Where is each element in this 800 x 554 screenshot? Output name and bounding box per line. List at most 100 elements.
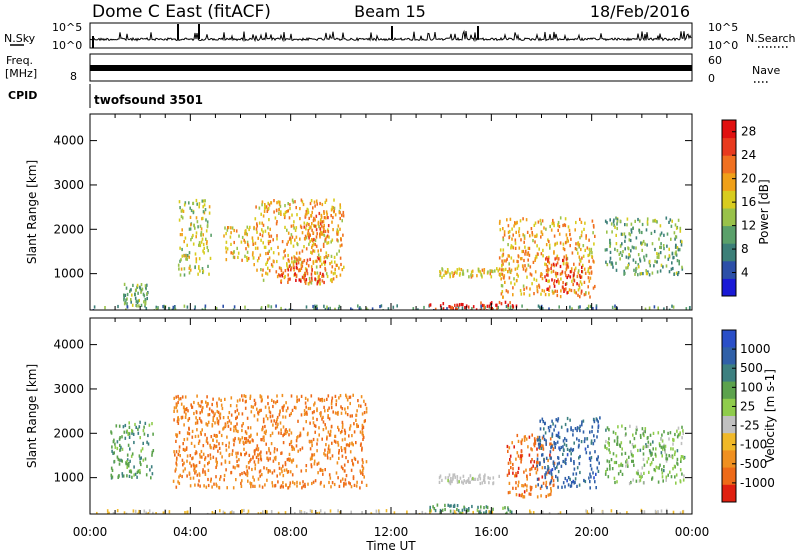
data-cell	[438, 480, 441, 484]
colorbar-tick-label: 8	[741, 242, 749, 256]
data-cell	[250, 482, 253, 486]
data-cell	[301, 249, 304, 253]
data-cell	[206, 436, 208, 440]
data-cell	[483, 475, 486, 479]
data-cell	[521, 454, 524, 458]
data-cell	[540, 252, 543, 256]
data-cell	[549, 246, 551, 250]
data-cell	[518, 493, 521, 497]
data-cell	[632, 258, 635, 262]
data-cell	[510, 244, 513, 248]
data-cell	[320, 411, 322, 415]
data-cell	[189, 484, 192, 488]
data-cell	[456, 307, 458, 310]
data-cell	[319, 509, 322, 513]
data-cell	[257, 477, 260, 481]
data-cell	[484, 305, 486, 310]
data-cell	[304, 237, 306, 241]
data-cell	[541, 272, 543, 277]
data-cell	[532, 464, 534, 468]
data-cell	[148, 509, 151, 513]
data-cell	[480, 273, 483, 277]
data-cell	[304, 279, 306, 284]
data-cell	[363, 411, 366, 415]
data-cell	[241, 258, 243, 262]
data-cell	[661, 433, 663, 437]
data-cell	[268, 218, 270, 222]
data-cell	[324, 468, 326, 472]
data-cell	[272, 259, 275, 263]
data-cell	[446, 268, 449, 272]
data-cell	[338, 396, 340, 400]
data-cell	[341, 213, 343, 217]
data-cell	[553, 221, 555, 225]
data-cell	[675, 226, 678, 230]
data-cell	[551, 475, 554, 479]
data-cell	[502, 506, 504, 510]
data-cell	[591, 430, 593, 434]
data-cell	[578, 245, 580, 249]
data-cell	[512, 486, 514, 490]
data-cell	[322, 244, 325, 248]
data-cell	[184, 448, 186, 452]
data-cell	[186, 510, 188, 514]
data-cell	[212, 438, 214, 442]
data-cell	[140, 462, 142, 467]
data-cell	[665, 264, 668, 268]
data-cell	[555, 256, 558, 260]
data-cell	[202, 452, 205, 456]
data-cell	[193, 444, 196, 448]
data-cell	[298, 278, 301, 282]
data-cell	[353, 430, 356, 434]
data-cell	[547, 279, 549, 283]
data-cell	[677, 272, 679, 277]
data-cell	[651, 271, 654, 275]
data-cell	[479, 477, 482, 481]
data-cell	[246, 240, 249, 244]
data-cell	[332, 410, 334, 414]
data-cell	[326, 274, 329, 279]
data-cell	[663, 469, 665, 473]
data-cell	[330, 254, 333, 258]
data-cell	[317, 249, 319, 253]
data-cell	[320, 414, 322, 418]
data-cell	[526, 477, 528, 481]
data-cell	[326, 437, 328, 441]
data-cell	[229, 427, 232, 431]
data-cell	[338, 451, 340, 455]
data-cell	[341, 219, 343, 223]
data-cell	[671, 304, 673, 308]
data-cell	[357, 304, 359, 308]
data-cell	[588, 279, 591, 283]
data-cell	[542, 444, 544, 448]
data-cell	[121, 472, 124, 476]
data-cell	[433, 507, 436, 511]
data-cell	[226, 486, 228, 490]
data-cell	[552, 262, 555, 266]
data-cell	[557, 485, 559, 489]
data-cell	[646, 460, 648, 464]
data-cell	[520, 441, 523, 446]
data-cell	[136, 475, 138, 479]
data-cell	[233, 511, 235, 514]
data-cell	[646, 220, 649, 224]
data-cell	[313, 307, 315, 310]
data-cell	[124, 423, 127, 428]
data-cell	[316, 232, 318, 236]
data-cell	[656, 252, 658, 256]
data-cell	[221, 442, 224, 446]
data-cell	[282, 441, 285, 445]
data-cell	[559, 241, 562, 245]
data-cell	[193, 464, 195, 468]
data-cell	[553, 250, 555, 254]
data-cell	[668, 220, 670, 224]
data-cell	[670, 475, 673, 479]
data-cell	[209, 256, 212, 260]
data-cell	[249, 394, 252, 398]
data-cell	[639, 259, 642, 263]
data-cell	[252, 405, 254, 409]
data-cell	[595, 417, 598, 421]
data-cell	[305, 405, 307, 409]
data-cell	[616, 512, 619, 514]
